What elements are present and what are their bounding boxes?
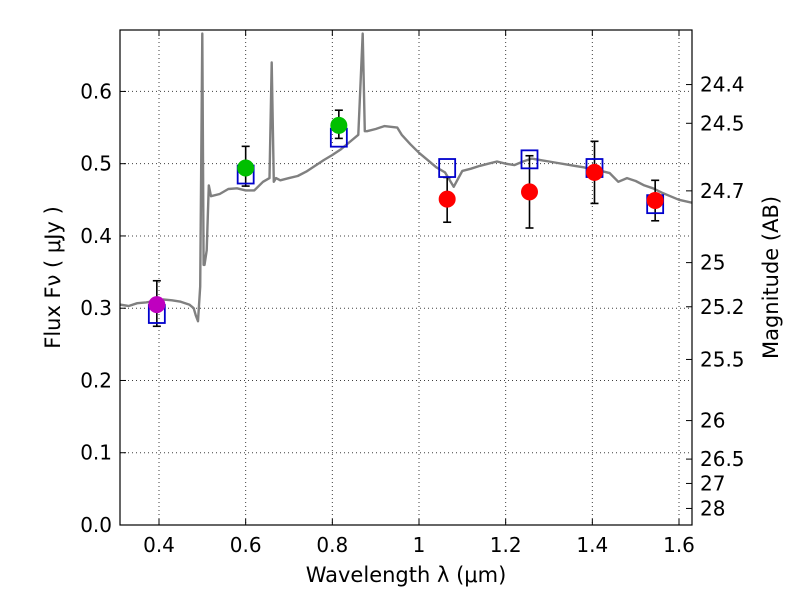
y-axis-ticks: 0.0 0.1 0.2 0.3 0.4 0.5 0.6 (80, 79, 126, 537)
observed-point (237, 159, 255, 177)
y2-tick-label: 26 (700, 409, 725, 433)
y2-tick-label: 26.5 (700, 447, 745, 471)
y2-tick-label: 28 (700, 496, 725, 520)
x-axis-ticks: 0.4 0.6 0.8 1 1.2 1.4 1.6 (143, 30, 695, 557)
y-tick-label: 0.0 (80, 513, 112, 537)
plot-frame (119, 29, 693, 526)
observed-point (148, 296, 166, 314)
x-tick-label: 0.8 (316, 533, 348, 557)
y2-tick-label: 25.2 (700, 295, 745, 319)
observed-point (521, 183, 538, 201)
model-photometry-series (147, 127, 665, 324)
error-bars (152, 109, 660, 328)
x-axis-label: Wavelength λ (μm) (306, 563, 507, 587)
observed-point (586, 163, 603, 181)
spectrum-series (120, 32, 692, 323)
observed-point (438, 190, 456, 208)
x-tick-label: 1.6 (663, 533, 695, 557)
y-tick-label: 0.2 (80, 368, 112, 392)
model-square-marker (438, 158, 457, 178)
y2-tick-label: 27 (700, 471, 725, 495)
y2-tick-label: 25.5 (700, 347, 745, 371)
spectrum-line (120, 32, 692, 323)
y-tick-label: 0.1 (80, 441, 112, 465)
y-tick-label: 0.5 (80, 152, 112, 176)
grid-lines (120, 30, 692, 526)
x-tick-label: 1.2 (490, 533, 522, 557)
x-tick-label: 0.6 (230, 533, 262, 557)
y2-tick-label: 24.4 (700, 73, 745, 97)
y-axis-label: Flux Fν ( μJy ) (41, 206, 65, 349)
y2-tick-label: 24.7 (700, 179, 745, 203)
y2-axis-label: Magnitude (AB) (759, 196, 783, 359)
x-tick-label: 1 (413, 533, 426, 557)
observed-photometry-series (148, 116, 664, 314)
y2-tick-label: 25 (700, 251, 725, 275)
y2-tick-label: 24.5 (700, 111, 745, 135)
y-tick-label: 0.3 (80, 296, 112, 320)
observed-point (646, 192, 664, 210)
observed-point (330, 116, 348, 134)
x-tick-label: 0.4 (143, 533, 175, 557)
model-square-marker (520, 149, 539, 170)
y-tick-label: 0.6 (80, 79, 112, 103)
y-tick-label: 0.4 (80, 224, 112, 248)
x-tick-label: 1.4 (576, 533, 608, 557)
